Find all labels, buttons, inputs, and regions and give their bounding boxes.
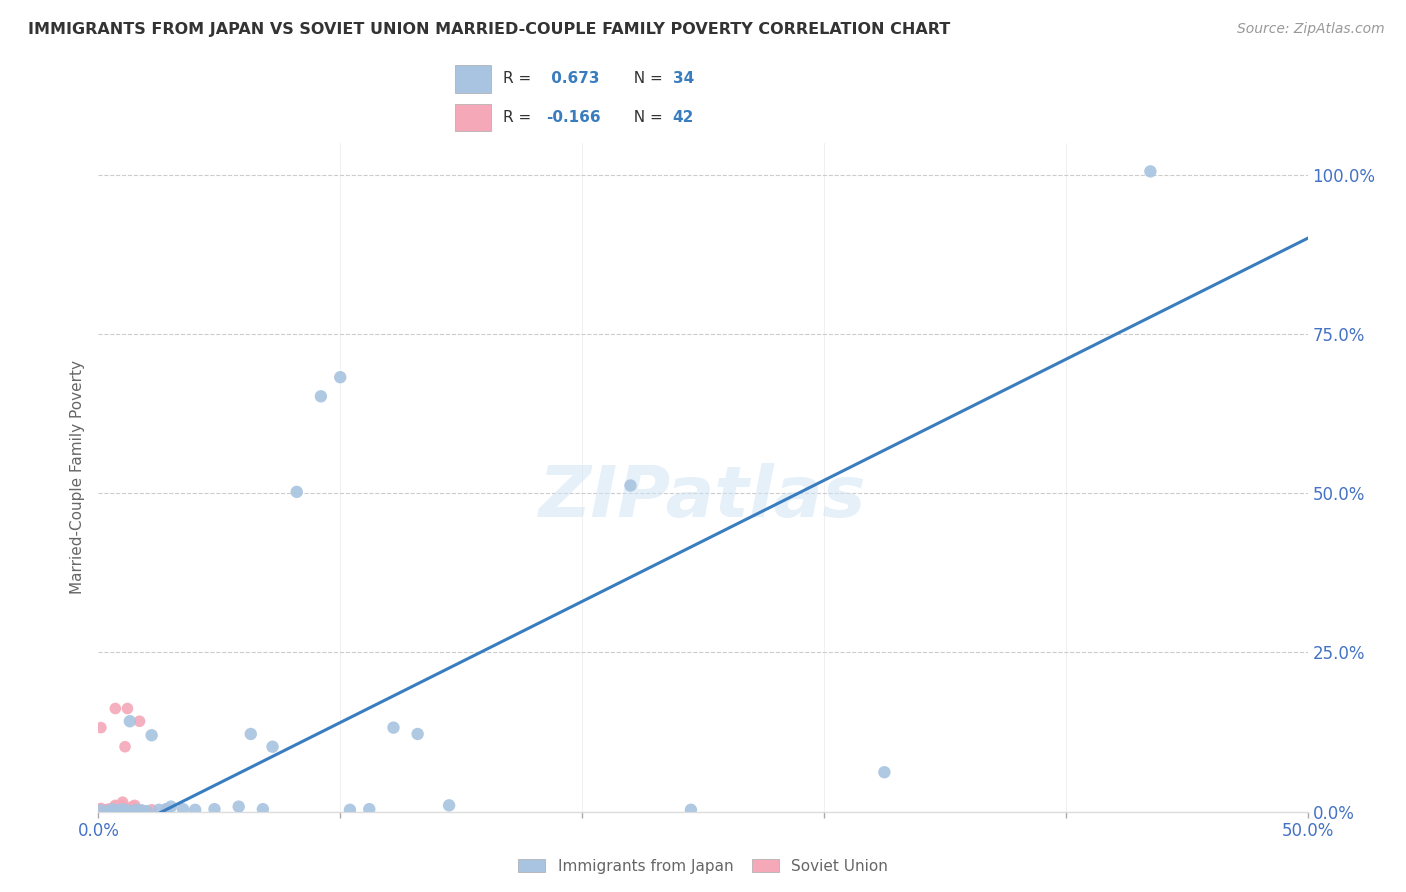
Text: N =: N = (624, 110, 668, 125)
Point (114, 803, 136, 817)
Point (114, 801, 136, 815)
Point (131, 804, 153, 818)
Point (124, 798, 146, 813)
Point (101, 802, 124, 816)
Point (104, 799, 127, 814)
Point (121, 802, 143, 816)
Point (128, 714, 150, 729)
Point (131, 804, 153, 818)
Point (141, 728, 163, 742)
Text: R =: R = (503, 110, 537, 125)
Point (184, 803, 207, 817)
Point (108, 802, 131, 816)
Point (155, 802, 177, 816)
Point (90, 721, 112, 735)
Legend: Immigrants from Japan, Soviet Union: Immigrants from Japan, Soviet Union (512, 853, 894, 880)
Text: IMMIGRANTS FROM JAPAN VS SOVIET UNION MARRIED-COUPLE FAMILY POVERTY CORRELATION : IMMIGRANTS FROM JAPAN VS SOVIET UNION MA… (28, 22, 950, 37)
Point (118, 804, 141, 818)
Point (135, 804, 157, 818)
Point (97, 804, 120, 818)
Point (121, 799, 143, 814)
Point (252, 802, 274, 816)
Point (339, 803, 361, 817)
Point (111, 802, 134, 816)
Point (90, 803, 112, 817)
Point (160, 799, 183, 814)
Point (127, 803, 149, 817)
Point (1139, 164, 1161, 178)
Point (107, 803, 129, 817)
Point (117, 804, 139, 818)
Point (619, 478, 641, 492)
Point (437, 798, 460, 813)
Point (111, 795, 134, 809)
Point (406, 727, 429, 741)
Point (101, 801, 124, 815)
Point (329, 370, 352, 384)
Bar (456, 65, 491, 93)
Point (107, 802, 129, 816)
Bar (456, 103, 491, 130)
Point (679, 803, 702, 817)
Point (107, 804, 129, 818)
Point (90, 804, 112, 818)
Point (873, 765, 896, 780)
Point (97, 804, 120, 818)
Point (111, 801, 134, 815)
Point (141, 803, 163, 817)
Point (101, 801, 124, 815)
Point (155, 802, 177, 816)
Text: Source: ZipAtlas.com: Source: ZipAtlas.com (1237, 22, 1385, 37)
Point (90, 801, 112, 815)
Point (117, 701, 139, 715)
Point (262, 739, 284, 754)
Text: 0.673: 0.673 (546, 71, 599, 87)
Point (111, 802, 134, 816)
Point (104, 801, 127, 815)
Point (204, 802, 226, 816)
Text: 42: 42 (672, 110, 695, 125)
Point (309, 389, 332, 403)
Point (127, 802, 149, 816)
Point (114, 739, 136, 754)
Point (172, 802, 194, 816)
Point (111, 798, 134, 813)
Point (101, 802, 124, 816)
Point (111, 799, 134, 814)
Point (239, 727, 262, 741)
Text: N =: N = (624, 71, 668, 87)
Point (104, 802, 127, 816)
Point (285, 484, 308, 499)
Point (100, 804, 122, 818)
Point (108, 803, 131, 817)
Text: 34: 34 (672, 71, 695, 87)
Point (124, 804, 146, 818)
Point (90, 802, 112, 816)
Y-axis label: Married-Couple Family Poverty: Married-Couple Family Poverty (70, 360, 86, 594)
Point (359, 802, 381, 816)
Point (91, 803, 114, 817)
Point (90, 804, 112, 818)
Text: ZIPatlas: ZIPatlas (540, 463, 866, 532)
Point (118, 714, 141, 729)
Point (104, 701, 127, 715)
Text: R =: R = (503, 71, 537, 87)
Text: -0.166: -0.166 (546, 110, 600, 125)
Point (97, 802, 120, 816)
Point (382, 721, 405, 735)
Point (148, 803, 170, 817)
Point (104, 798, 127, 813)
Point (97, 803, 120, 817)
Point (100, 802, 122, 816)
Point (228, 799, 250, 814)
Point (108, 804, 131, 818)
